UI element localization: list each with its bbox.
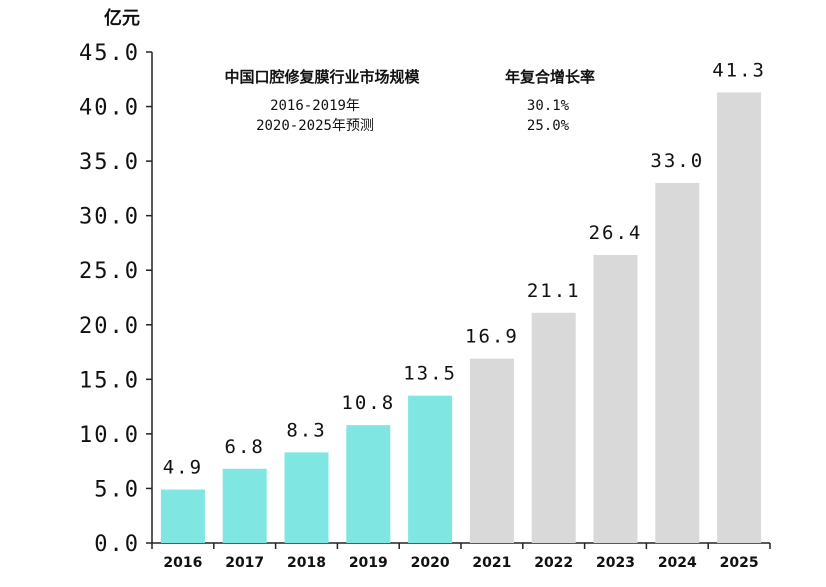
data-label-2019: 10.8	[341, 392, 395, 414]
x-tick-label: 2025	[720, 555, 759, 571]
y-tick-label: 5.0	[94, 477, 140, 502]
x-tick-label: 2018	[287, 555, 326, 571]
data-label-2022: 21.1	[527, 280, 581, 302]
y-tick-label: 35.0	[79, 150, 140, 175]
data-label-2017: 6.8	[225, 436, 265, 458]
y-tick-label: 15.0	[79, 368, 140, 393]
data-labels: 4.9 6.8 8.3 10.8 13.5 16.9 21.1 26.4 33.0 41.3	[163, 59, 766, 479]
y-tick-label: 20.0	[79, 314, 140, 339]
x-tick-label: 2017	[225, 555, 264, 571]
bars	[160, 92, 762, 544]
annotation-block: 中国口腔修复膜行业市场规模 年复合增长率 2016-2019年 30.1% 20…	[224, 68, 595, 134]
bar-2025	[717, 92, 762, 544]
data-label-2024: 33.0	[650, 150, 704, 172]
bar-2017	[222, 468, 267, 543]
data-label-2023: 26.4	[589, 222, 643, 244]
bar-2020	[408, 395, 453, 543]
annotation-period-1: 2016-2019年	[270, 98, 360, 114]
y-tick-label: 45.0	[79, 41, 140, 66]
annotation-rate-1: 30.1%	[527, 98, 570, 114]
bar-2021	[469, 358, 514, 543]
axes: 0.0 5.0 10.0 15.0 20.0 25.0 30.0 35.0 40.0 45.0 20…	[79, 41, 771, 571]
y-tick-label: 0.0	[94, 532, 140, 557]
y-unit-label: 亿元	[104, 7, 140, 29]
y-tick-label: 30.0	[79, 205, 140, 230]
x-tick-label: 2020	[411, 555, 450, 571]
data-label-2018: 8.3	[286, 419, 326, 441]
y-tick-label: 25.0	[79, 259, 140, 284]
y-tick-label: 10.0	[79, 423, 140, 448]
x-tick-label: 2024	[658, 555, 697, 571]
data-label-2025: 41.3	[712, 59, 766, 81]
data-label-2020: 13.5	[403, 363, 457, 385]
data-label-2016: 4.9	[163, 457, 203, 479]
bar-2016	[160, 489, 205, 543]
x-tick-label: 2019	[349, 555, 388, 571]
bar-2024	[655, 182, 700, 543]
bar-2023	[593, 254, 638, 544]
x-tick-label: 2021	[472, 555, 511, 571]
data-label-2021: 16.9	[465, 326, 519, 348]
x-tick-label: 2023	[596, 555, 635, 571]
annotation-period-2: 2020-2025年预测	[256, 118, 374, 134]
x-tick-label: 2016	[163, 555, 202, 571]
bar-2019	[346, 425, 391, 543]
annotation-rate-2: 25.0%	[527, 118, 570, 134]
bar-2018	[284, 452, 329, 543]
y-tick-label: 40.0	[79, 96, 140, 121]
x-tick-label: 2022	[534, 555, 573, 571]
annotation-header-left: 中国口腔修复膜行业市场规模	[224, 68, 420, 86]
annotation-header-right: 年复合增长率	[505, 68, 595, 86]
bar-2022	[531, 312, 576, 543]
